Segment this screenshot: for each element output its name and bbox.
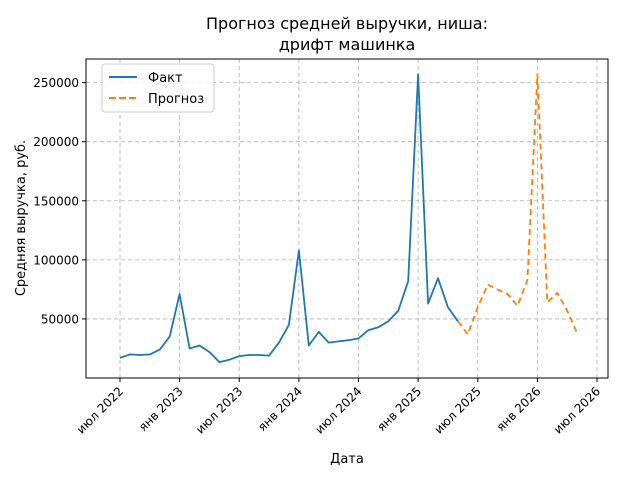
y-tick-label: 50000 [41,312,79,326]
series-layer [119,73,578,364]
x-axis-label: Дата [330,452,364,467]
legend-label-forecast: Прогноз [148,92,204,107]
y-tick-label: 100000 [33,253,79,267]
forecast-series-line [457,73,578,336]
plot-frame [85,58,609,379]
legend: Факт Прогноз [101,63,215,113]
y-tick-label: 150000 [33,194,79,208]
chart-title-line-1: Прогноз средней выручки, ниша: [206,14,488,33]
y-tick-label: 250000 [33,76,79,90]
chart-title-line-2: дрифт машинка [279,35,416,54]
fact-series-line [119,73,459,364]
y-axis-label: Средняя выручка, руб. [14,140,29,296]
y-tick-label: 200000 [33,135,79,149]
legend-label-fact: Факт [148,71,183,86]
